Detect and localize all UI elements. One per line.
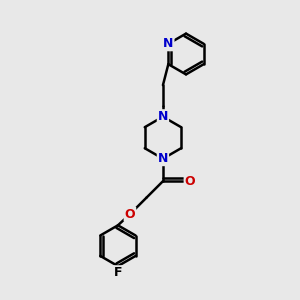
Text: N: N: [158, 110, 168, 123]
Text: O: O: [184, 175, 195, 188]
Text: N: N: [158, 152, 168, 165]
Text: N: N: [163, 37, 173, 50]
Text: F: F: [114, 266, 122, 279]
Text: O: O: [124, 208, 135, 221]
